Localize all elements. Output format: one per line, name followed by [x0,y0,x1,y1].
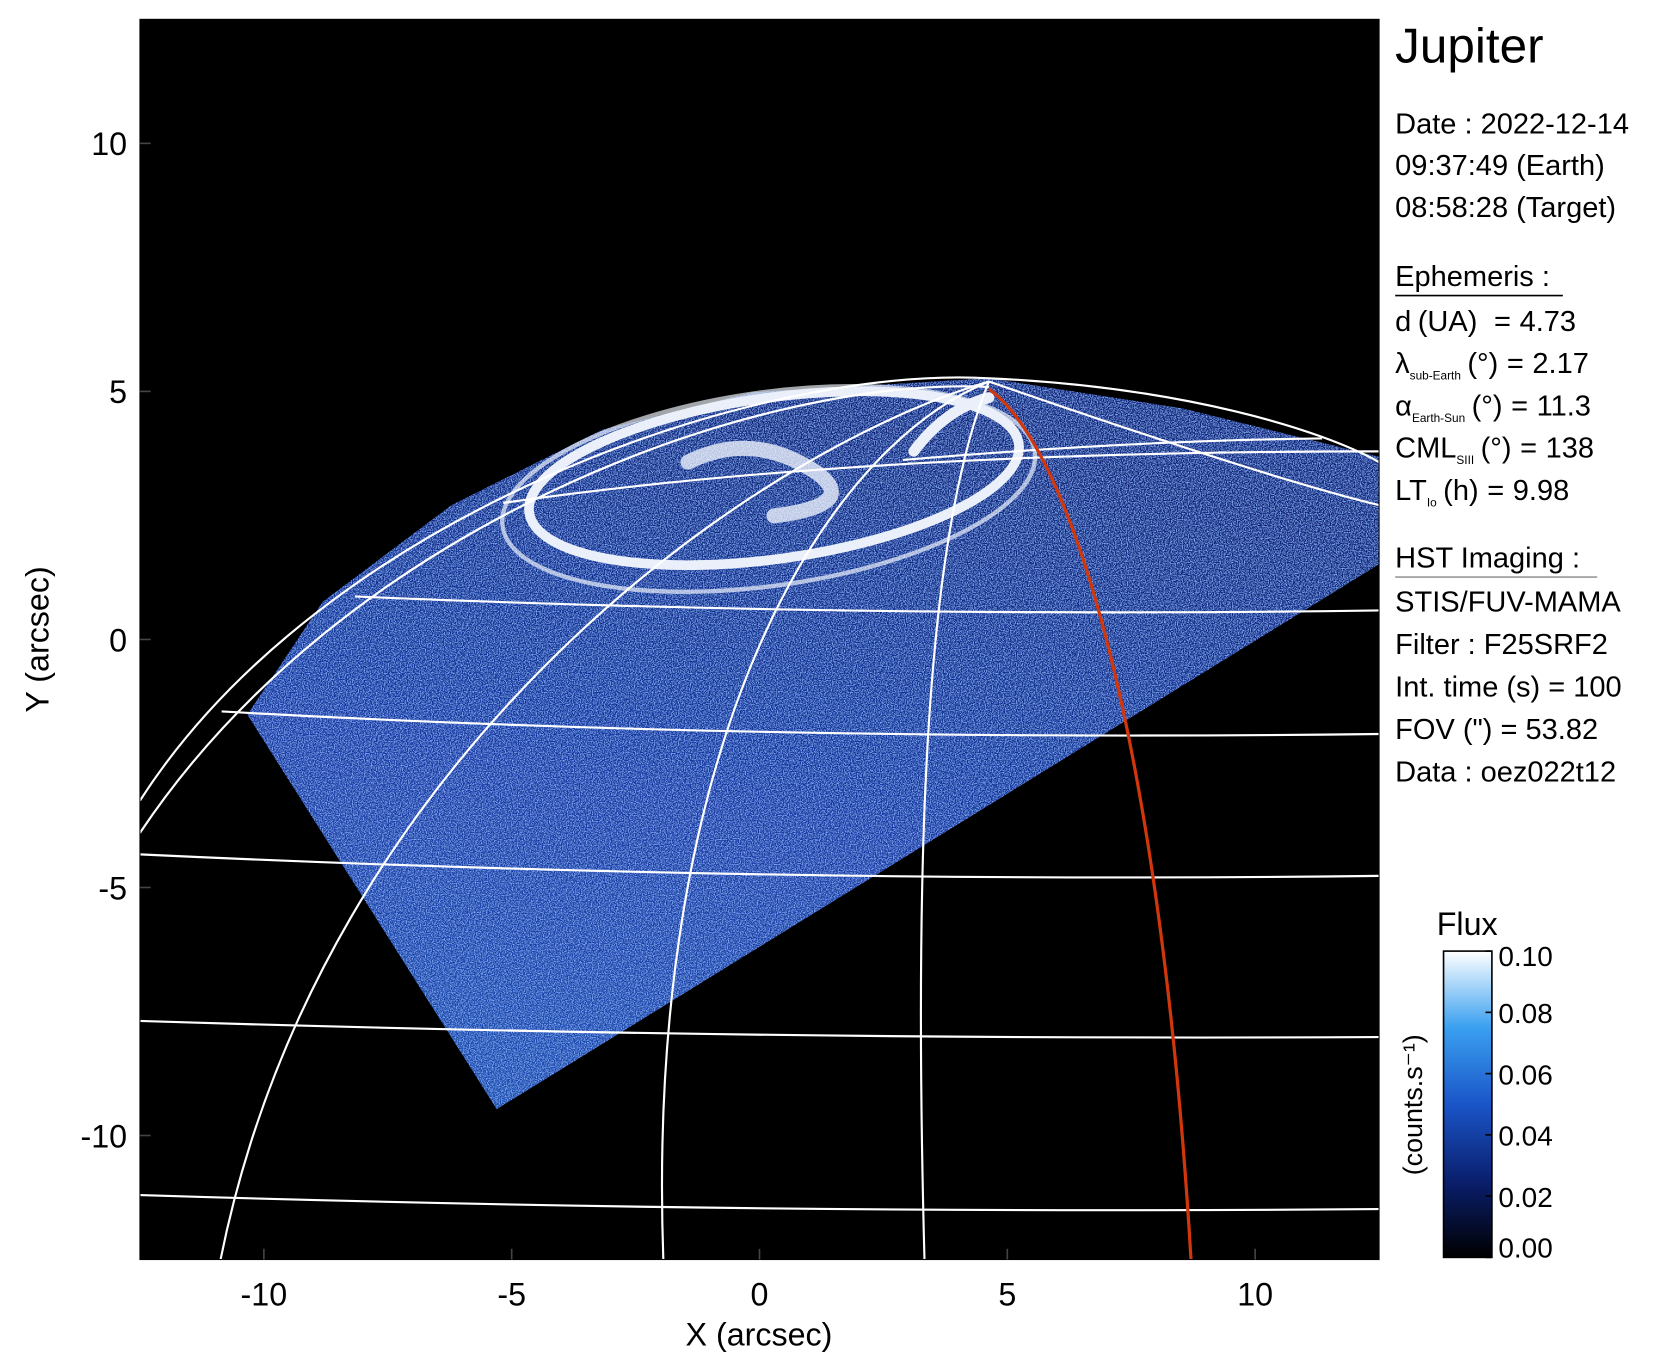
ephemeris-row: λsub-Earth (°) = 2.17 [1395,348,1589,382]
colorbar-tick-label: 0.10 [1498,941,1552,972]
symbol: α [1395,390,1412,422]
image-plot [139,19,1380,1260]
x-axis-label: X (arcsec) [686,1317,833,1353]
subscript: sub-Earth [1410,369,1461,383]
imaging-line: Data : oez022t12 [1395,756,1616,788]
y-tick-label: -10 [80,1118,127,1154]
y-tick-label: 0 [109,622,127,658]
sign: = [1507,348,1524,380]
x-tick-label: 5 [998,1277,1016,1313]
sign: = [1511,390,1528,422]
ephemeris-row: LTIo (h) = 9.98 [1395,475,1569,509]
ephemeris-heading: Ephemeris : [1395,261,1550,293]
imaging-line: Int. time (s) = 100 [1395,671,1621,703]
colorbar-tick-label: 0.08 [1498,998,1552,1029]
colorbar-tick-label: 0.00 [1498,1232,1552,1263]
colorbar: Flux (counts.s⁻¹) 0.00 0.02 0.04 0.06 0.08 0.… [1398,906,1553,1263]
x-tick-label: 0 [751,1277,769,1313]
symbol: CML [1395,433,1456,465]
sign: = [1487,475,1504,507]
sign: = [1494,306,1511,338]
sign: = [1520,433,1537,465]
axes: -10 -5 0 5 10 -10 -5 0 5 10 [80,18,1380,1313]
date-line: 08:58:28 (Target) [1395,192,1616,224]
date-line: Date : 2022-12-14 [1395,108,1629,140]
date-line: 09:37:49 (Earth) [1395,150,1605,182]
value: 9.98 [1513,475,1569,507]
ephemeris-row: CMLSIII (°) = 138 [1395,433,1594,467]
unit: (h) [1443,475,1478,507]
unit: (UA) [1418,306,1486,338]
colorbar-title: Flux [1437,906,1498,942]
subscript: Io [1427,495,1437,509]
value: 4.73 [1520,306,1576,338]
y-axis-label: Y (arcsec) [20,566,56,712]
imaging-heading: HST Imaging : [1395,542,1580,574]
value: 138 [1546,433,1594,465]
info-title: Jupiter [1395,18,1543,73]
symbol: λ [1395,348,1410,380]
subscript: SIII [1456,453,1474,467]
imaging-line: FOV (") = 53.82 [1395,714,1598,746]
unit: (°) [1481,433,1512,465]
x-tick-label: -10 [241,1277,288,1313]
y-tick-label: 5 [109,374,127,410]
subscript: Earth-Sun [1412,411,1465,425]
symbol: LT [1395,475,1427,507]
colorbar-tick-label: 0.02 [1498,1182,1552,1213]
x-tick-label: -5 [497,1277,526,1313]
x-tick-label: 10 [1237,1277,1273,1313]
colorbar-label: (counts.s⁻¹) [1398,1034,1428,1175]
y-tick-label: 10 [91,126,127,162]
colorbar-scale [1442,950,1493,1259]
unit: (°) [1467,348,1498,380]
info-panel: Jupiter Date : 2022-12-14 09:37:49 (Earth… [1395,18,1629,788]
colorbar-tick-label: 0.04 [1498,1121,1552,1152]
ephemeris-row: d (UA) = 4.73 [1395,306,1576,338]
value: 11.3 [1537,390,1591,422]
value: 2.17 [1532,348,1588,380]
colorbar-tick-label: 0.06 [1498,1059,1552,1090]
unit: (°) [1472,390,1503,422]
y-tick-label: -5 [98,870,127,906]
imaging-line: STIS/FUV-MAMA [1395,586,1621,618]
imaging-line: Filter : F25SRF2 [1395,629,1608,661]
ephemeris-row: αEarth-Sun (°) = 11.3 [1395,390,1591,424]
symbol: d [1395,306,1411,338]
